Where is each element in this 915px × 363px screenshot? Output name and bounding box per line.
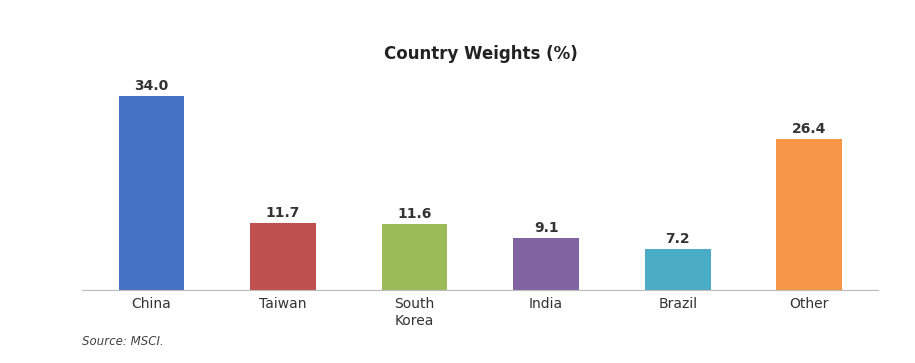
Bar [513, 238, 579, 290]
Text: 9.1: 9.1 [533, 221, 558, 235]
Title: Country Weights (%): Country Weights (%) [383, 45, 577, 63]
Text: Source: MSCI.: Source: MSCI. [82, 335, 164, 348]
Bar [119, 95, 184, 290]
Text: 26.4: 26.4 [792, 122, 826, 136]
Text: 11.6: 11.6 [397, 207, 432, 221]
Bar [382, 224, 447, 290]
Bar [250, 223, 316, 290]
Text: 34.0: 34.0 [135, 79, 168, 93]
Text: 11.7: 11.7 [266, 207, 300, 220]
Bar [645, 249, 711, 290]
Bar [777, 139, 842, 290]
Text: 7.2: 7.2 [665, 232, 690, 246]
Text: FIGURE 2: COUNTRY WEIGHTS IN THE MSCI EM INDEX (November 2019): FIGURE 2: COUNTRY WEIGHTS IN THE MSCI EM… [124, 8, 791, 26]
